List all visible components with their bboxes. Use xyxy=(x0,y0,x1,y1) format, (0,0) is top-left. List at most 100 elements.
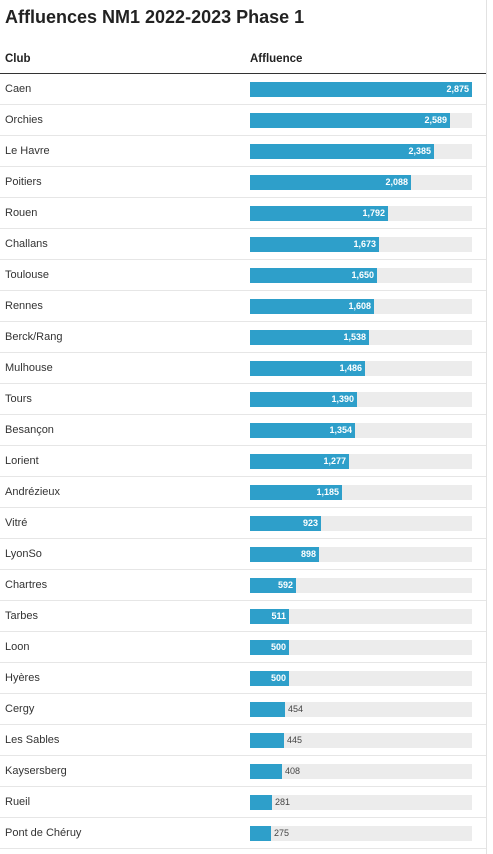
bar-track: 281 xyxy=(250,795,472,810)
value-label: 408 xyxy=(285,766,301,776)
value-label: 1,538 xyxy=(343,332,366,342)
bar xyxy=(250,392,357,407)
table-row: Rueil 281 xyxy=(0,787,486,818)
bar xyxy=(250,330,369,345)
club-label: Poitiers xyxy=(5,176,42,188)
table-row: Hyères 500 xyxy=(0,663,486,694)
club-label: Kaysersberg xyxy=(5,765,67,777)
value-label: 275 xyxy=(274,828,290,838)
club-label: Le Havre xyxy=(5,145,50,157)
table-row: Mulhouse 1,486 xyxy=(0,353,486,384)
bar-track: 923 xyxy=(250,516,472,531)
club-label: Berck/Rang xyxy=(5,331,63,343)
bar xyxy=(250,485,342,500)
table-row: LyonSo 898 xyxy=(0,539,486,570)
club-label: Hyères xyxy=(5,672,40,684)
bar xyxy=(250,795,272,810)
bar xyxy=(250,516,321,531)
bar-track: 2,875 xyxy=(250,82,472,97)
value-label: 2,589 xyxy=(424,115,447,125)
bar-track: 2,088 xyxy=(250,175,472,190)
bar xyxy=(250,609,289,624)
bar-track: 1,354 xyxy=(250,423,472,438)
bar-track: 1,538 xyxy=(250,330,472,345)
club-label: Mulhouse xyxy=(5,362,53,374)
value-label: 1,608 xyxy=(348,301,371,311)
bar xyxy=(250,454,349,469)
value-label: 898 xyxy=(300,549,316,559)
value-label: 1,792 xyxy=(362,208,385,218)
club-label: Andrézieux xyxy=(5,486,61,498)
club-label: Caen xyxy=(5,83,32,95)
club-label: Tarbes xyxy=(5,610,39,622)
bar xyxy=(250,733,284,748)
bar-track: 500 xyxy=(250,671,472,686)
table-row: Kaysersberg 408 xyxy=(0,756,486,787)
table-row: Rouen 1,792 xyxy=(0,198,486,229)
bar xyxy=(250,423,355,438)
column-header-club: Club xyxy=(5,53,31,65)
table-row: Challans 1,673 xyxy=(0,229,486,260)
table-row: Vitré 923 xyxy=(0,508,486,539)
club-label: Toulouse xyxy=(5,269,50,281)
table-row: Loon 500 xyxy=(0,632,486,663)
value-label: 1,673 xyxy=(353,239,376,249)
value-label: 445 xyxy=(287,735,303,745)
table-row: Tours 1,390 xyxy=(0,384,486,415)
bar xyxy=(250,175,411,190)
header-divider xyxy=(0,73,486,74)
bar-track: 275 xyxy=(250,826,472,841)
bar-track: 1,390 xyxy=(250,392,472,407)
table-row: Le Havre 2,385 xyxy=(0,136,486,167)
club-label: Challans xyxy=(5,238,48,250)
bar-table: Caen 2,875 Orchies 2,589 Le Havre 2,385 Poitie… xyxy=(0,74,486,849)
table-row: Les Sables 445 xyxy=(0,725,486,756)
value-label: 511 xyxy=(271,611,286,621)
value-label: 454 xyxy=(288,704,304,714)
bar xyxy=(250,764,282,779)
table-row: Lorient 1,277 xyxy=(0,446,486,477)
bar-track: 2,589 xyxy=(250,113,472,128)
value-label: 500 xyxy=(270,673,286,683)
club-label: Lorient xyxy=(5,455,39,467)
value-label: 2,385 xyxy=(408,146,431,156)
bar xyxy=(250,82,472,97)
table-row: Rennes 1,608 xyxy=(0,291,486,322)
bar-track: 454 xyxy=(250,702,472,717)
bar-track: 1,486 xyxy=(250,361,472,376)
club-label: Cergy xyxy=(5,703,35,715)
value-label: 2,088 xyxy=(385,177,408,187)
bar xyxy=(250,206,388,221)
bar xyxy=(250,578,296,593)
club-label: Besançon xyxy=(5,424,54,436)
value-label: 281 xyxy=(275,797,291,807)
club-label: LyonSo xyxy=(5,548,42,560)
bar xyxy=(250,702,285,717)
value-label: 500 xyxy=(270,642,286,652)
bar xyxy=(250,671,289,686)
bar-track: 445 xyxy=(250,733,472,748)
table-row: Toulouse 1,650 xyxy=(0,260,486,291)
table-row: Tarbes 511 xyxy=(0,601,486,632)
bar-track: 1,792 xyxy=(250,206,472,221)
club-label: Orchies xyxy=(5,114,43,126)
table-row: Cergy 454 xyxy=(0,694,486,725)
bar-track: 898 xyxy=(250,547,472,562)
club-label: Loon xyxy=(5,641,30,653)
bar xyxy=(250,826,271,841)
bar xyxy=(250,299,374,314)
bar-track: 500 xyxy=(250,640,472,655)
bar-track: 2,385 xyxy=(250,144,472,159)
table-row: Andrézieux 1,185 xyxy=(0,477,486,508)
value-label: 923 xyxy=(302,518,318,528)
value-label: 1,354 xyxy=(329,425,352,435)
bar-track: 1,277 xyxy=(250,454,472,469)
bar-track: 1,673 xyxy=(250,237,472,252)
club-label: Rennes xyxy=(5,300,43,312)
bar-track: 1,185 xyxy=(250,485,472,500)
bar xyxy=(250,640,289,655)
chart-title: Affluences NM1 2022-2023 Phase 1 xyxy=(5,7,305,27)
value-label: 1,650 xyxy=(351,270,374,280)
value-label: 1,486 xyxy=(339,363,362,373)
bar-track: 1,650 xyxy=(250,268,472,283)
